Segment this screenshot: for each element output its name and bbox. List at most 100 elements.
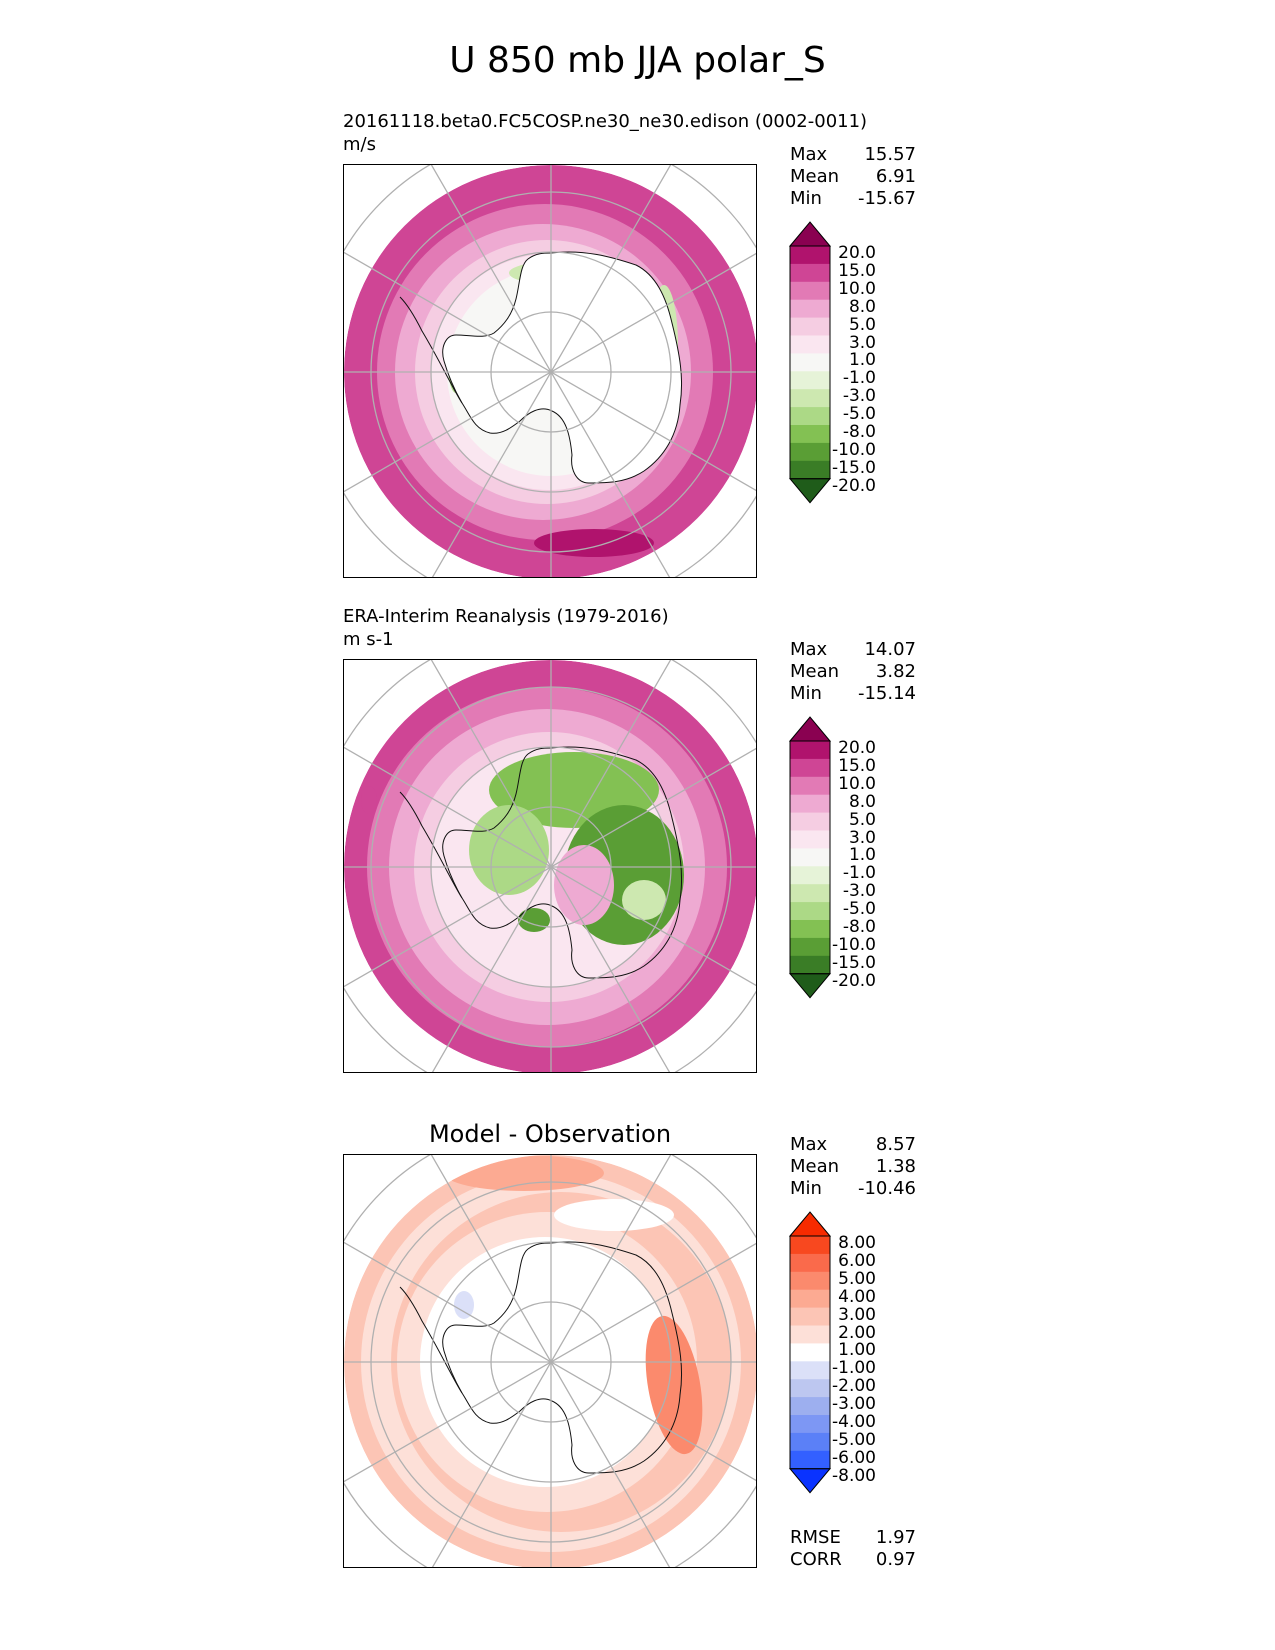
- colorbar-bin: [790, 776, 830, 796]
- colorbar-bin: [790, 460, 830, 480]
- colorbar-bin: [790, 848, 830, 867]
- colorbar-bin: [790, 937, 830, 957]
- colorbar-bin: [790, 955, 830, 975]
- colorbar-bin: [790, 741, 830, 760]
- field-feature: [444, 1155, 604, 1191]
- stat-label: Min: [790, 1178, 822, 1199]
- colorbar-bin: [790, 1432, 830, 1452]
- field-feature: [361, 786, 377, 814]
- stat-label: Mean: [790, 166, 840, 187]
- colorbar-frame: [789, 1235, 831, 1470]
- colorbar-tick-label: 8.00: [838, 1233, 876, 1253]
- colorbar-bin: [790, 1361, 830, 1380]
- colorbar-tick-label: 1.0: [848, 845, 876, 866]
- colorbar-tick-label: -10.0: [832, 934, 876, 955]
- colorbar-bin: [790, 902, 830, 921]
- colorbar-bin: [790, 407, 830, 426]
- colorbar-tick-label: 1.00: [838, 1340, 876, 1361]
- polar-map-model: [344, 165, 756, 577]
- colorbar-tick-label: -5.00: [832, 1429, 876, 1450]
- colorbar-bin: [790, 1343, 830, 1362]
- stat-label: Min: [790, 683, 822, 704]
- colorbar-bin: [790, 1450, 830, 1470]
- colorbar-bin: [790, 1415, 830, 1434]
- colorbar-tick-label: -5.0: [842, 899, 876, 920]
- colorbar-tick-label: -15.0: [832, 457, 876, 478]
- colorbar-bin: [790, 1289, 830, 1309]
- colorbar-bin: [790, 812, 830, 831]
- stat-label: Mean: [790, 661, 840, 682]
- colorbar-tick-label: 5.00: [838, 1268, 876, 1289]
- colorbar-bin: [790, 884, 830, 903]
- colorbar-tick-label: -6.00: [832, 1447, 876, 1468]
- panel-model-stats: Max 15.57 Mean 6.91 Min -15.67: [790, 144, 916, 210]
- stat-value-max: 15.57: [864, 144, 916, 165]
- stat-value-min: -15.14: [857, 683, 916, 704]
- panel-model-title: 20161118.beta0.FC5COSP.ne30_ne30.edison …: [343, 111, 868, 132]
- panel-model-map: [343, 164, 757, 578]
- stat-label: Max: [790, 639, 828, 660]
- stat-value-min: -15.67: [857, 188, 916, 209]
- stat-label: Mean: [790, 1156, 840, 1177]
- colorbar-extend-min: [788, 1468, 832, 1494]
- figure-title: U 850 mb JJA polar_S: [449, 40, 826, 81]
- colorbar-tick-label: -3.00: [832, 1394, 876, 1415]
- field-feature: [554, 1199, 674, 1231]
- meridian-line: [431, 1155, 672, 1567]
- colorbar-tick-label: 10.0: [838, 278, 876, 299]
- colorbar-tick-label: -3.0: [842, 386, 876, 407]
- colorbar-bin: [790, 246, 830, 265]
- field-feature: [554, 845, 614, 925]
- colorbar-frame: [789, 740, 831, 975]
- colorbar-bin: [790, 299, 830, 319]
- coastline-peninsula: [399, 1286, 463, 1394]
- colorbar-bin: [790, 263, 830, 283]
- colorbar-bin: [790, 830, 830, 849]
- colorbar-tick-label: 4.00: [838, 1286, 876, 1307]
- field-feature: [454, 1291, 474, 1319]
- colorbar-bin: [790, 1253, 830, 1273]
- stat-value-rmse: 1.97: [875, 1527, 916, 1548]
- coastline-peninsula: [399, 296, 463, 404]
- stat-label: Min: [790, 188, 822, 209]
- colorbar-tick-label: 10.0: [838, 773, 876, 794]
- colorbar-tick-label: 20.0: [838, 738, 876, 758]
- colorbar-extend-max: [788, 221, 832, 247]
- colorbar-bin: [790, 1325, 830, 1344]
- colorbar-bin: [790, 1397, 830, 1416]
- colorbar-tick-label: 3.00: [838, 1304, 876, 1325]
- colorbar-tick-label: 20.0: [838, 243, 876, 263]
- panel-diff-map: [343, 1154, 757, 1568]
- stat-value-max: 8.57: [875, 1134, 916, 1155]
- colorbar-extend-min: [788, 973, 832, 999]
- colorbar-bin: [790, 1236, 830, 1255]
- panel-model-units: m/s: [343, 134, 376, 155]
- field-feature: [469, 805, 549, 895]
- stat-value-min: -10.46: [857, 1178, 916, 1199]
- coastline-peninsula: [399, 791, 463, 899]
- panel-model-colorbar: [788, 221, 834, 520]
- panel-diff-stats: Max 8.57 Mean 1.38 Min -10.46: [790, 1134, 916, 1200]
- colorbar-frame: [789, 245, 831, 480]
- colorbar-tick-label: -1.0: [842, 863, 876, 884]
- colorbar-tick-label: -20.0: [832, 475, 876, 496]
- colorbar-tick-label: 15.0: [838, 260, 876, 281]
- colorbar-extend-max: [788, 716, 832, 742]
- colorbar-tick-label: 5.0: [848, 809, 876, 830]
- field-feature: [622, 880, 666, 920]
- colorbar-tick-label: -10.0: [832, 439, 876, 460]
- colorbar-bin: [790, 353, 830, 372]
- stat-value-corr: 0.97: [875, 1549, 916, 1570]
- colorbar-tick-label: 2.00: [838, 1322, 876, 1343]
- colorbar-tick-label: 15.0: [838, 755, 876, 776]
- antarctica-interior: [442, 251, 682, 483]
- colorbar-tick-label: 6.00: [838, 1250, 876, 1271]
- colorbar-bin: [790, 866, 830, 885]
- stat-label: CORR: [790, 1549, 842, 1570]
- colorbar-model: [788, 221, 832, 504]
- colorbar-tick-label: -1.00: [832, 1358, 876, 1379]
- field-feature: [534, 529, 654, 557]
- stat-value-mean: 1.38: [875, 1156, 916, 1177]
- colorbar-bin: [790, 425, 830, 444]
- colorbar-bin: [790, 442, 830, 462]
